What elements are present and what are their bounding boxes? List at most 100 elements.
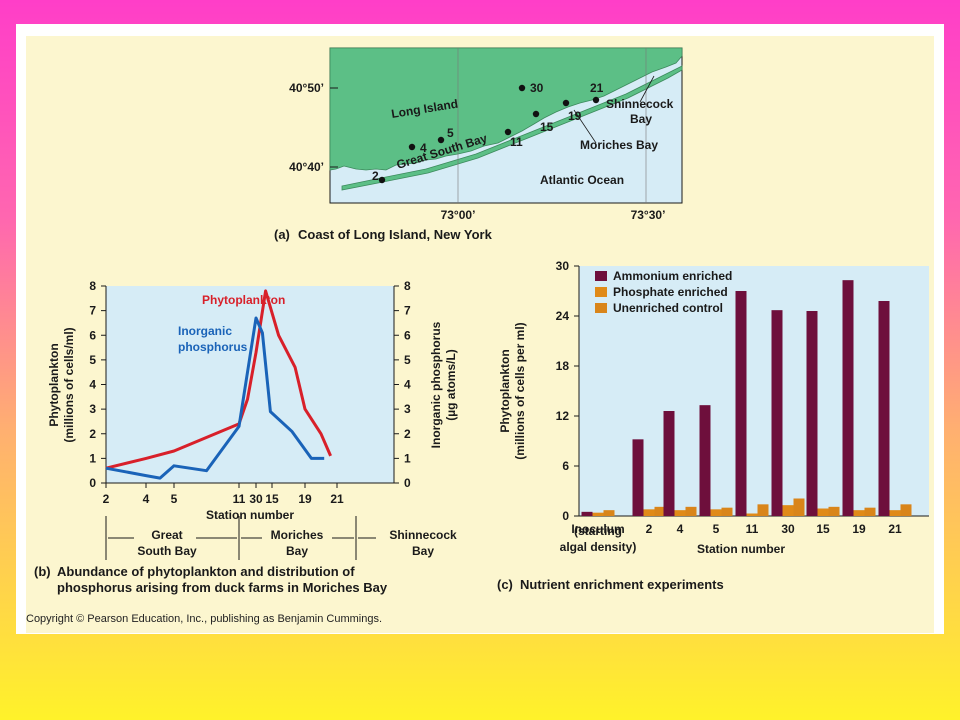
bar-caption-letter: (c) xyxy=(497,577,513,592)
bar-phosphate-30 xyxy=(782,505,794,516)
line-series-phytoplankton xyxy=(105,289,332,470)
line-ytick-label-1: 1 xyxy=(89,451,96,465)
region-brackets xyxy=(105,516,376,560)
line-series-inorganic-phosphorus xyxy=(105,316,325,480)
line-y-label: Phytoplankton xyxy=(47,343,61,426)
line-y2tick-label-7: 7 xyxy=(404,304,411,318)
map-caption-letter: (a) xyxy=(274,227,290,242)
bar-xtick-label-15: 15 xyxy=(816,522,830,536)
line-y2tick-label-4: 4 xyxy=(404,378,411,392)
long-island-landmass xyxy=(329,47,683,171)
line-ytick-label-5: 5 xyxy=(89,353,96,367)
figure-svg: 40°50’ 40°40’ 73°00’ 73°30’ Long Island … xyxy=(34,47,929,595)
map-label-atlantic: Atlantic Ocean xyxy=(540,173,624,187)
bar-control-inoculum xyxy=(603,510,615,516)
region-moriches-bay-2: Bay xyxy=(286,544,308,558)
map-lat-top: 40°50’ xyxy=(289,81,324,95)
line-chart-panel: 0 01 12 23 34 45 56 67 78 82 4 5 11 30 15 19 21 Phytopla… xyxy=(34,279,458,595)
map-lon-left: 73°00’ xyxy=(441,208,476,222)
station-markers: 2 4 5 11 30 15 19 21 xyxy=(372,81,604,184)
line-y2tick-label-3: 3 xyxy=(404,402,411,416)
line-caption-letter: (b) xyxy=(34,564,51,579)
bar-xtick-label-21: 21 xyxy=(888,522,902,536)
line-y2-label-units: (µg atoms/L) xyxy=(444,349,458,421)
bar-phosphate-2 xyxy=(643,509,655,516)
station-label-2: 2 xyxy=(372,169,379,183)
line-x-label: Station number xyxy=(206,508,294,522)
map-label-moriches-bay: Moriches Bay xyxy=(580,138,658,152)
bar-ammonium-5 xyxy=(699,405,711,516)
legend-label-control: Unenriched control xyxy=(613,301,723,315)
bar-control-2 xyxy=(654,506,666,516)
station-dot-30 xyxy=(518,84,526,92)
map-lon-right: 73°30’ xyxy=(631,208,666,222)
bar-ammonium-inoculum xyxy=(581,511,593,516)
bar-xtick-label-11: 11 xyxy=(746,522,759,536)
bar-control-30 xyxy=(793,498,805,516)
map-caption: Coast of Long Island, New York xyxy=(298,227,493,242)
bar-ammonium-2 xyxy=(632,439,644,516)
station-label-4: 4 xyxy=(420,141,427,155)
station-dot-11 xyxy=(504,128,512,136)
bar-ytick-label-24: 24 xyxy=(556,309,570,323)
bar-ytick-label-12: 12 xyxy=(556,409,570,423)
region-shinnecock-bay-2: Bay xyxy=(412,544,434,558)
line-xtick-label-4: 4 xyxy=(143,492,150,506)
legend-label-ammonium: Ammonium enriched xyxy=(613,269,732,283)
bar-y-label: Phytoplankton xyxy=(498,349,512,432)
line-ytick-label-7: 7 xyxy=(89,304,96,318)
bar-ammonium-4 xyxy=(663,411,675,516)
line-xtick-label-30: 30 xyxy=(249,492,263,506)
line-xtick-label-19: 19 xyxy=(298,492,312,506)
bar-x-label: Station number xyxy=(697,542,785,556)
inoculum-note-1: (starting xyxy=(574,524,622,538)
line-ytick-label-6: 6 xyxy=(89,328,96,342)
barrier-island xyxy=(341,65,683,191)
station-label-15: 15 xyxy=(540,120,554,134)
bar-control-5 xyxy=(721,507,733,516)
bar-control-4 xyxy=(685,506,697,516)
series-label-phosphorus-2: phosphorus xyxy=(178,340,248,354)
line-caption-1: Abundance of phytoplankton and distribut… xyxy=(57,564,355,579)
legend-swatch-ammonium xyxy=(595,271,607,281)
bar-phosphate-19 xyxy=(853,510,865,516)
station-dot-19 xyxy=(562,99,570,107)
bar-xtick-label-2: 2 xyxy=(646,522,653,536)
station-label-11: 11 xyxy=(510,135,523,149)
bar-xtick-label-inoculum: Inoculum xyxy=(571,522,624,536)
station-label-19: 19 xyxy=(568,109,582,123)
line-y2tick-label-5: 5 xyxy=(404,353,411,367)
line-xtick-label-21: 21 xyxy=(330,492,344,506)
station-dot-5 xyxy=(437,136,445,144)
bar-ammonium-19 xyxy=(842,280,854,516)
station-dot-15 xyxy=(532,110,540,118)
line-y2tick-label-1: 1 xyxy=(404,451,411,465)
bar-phosphate-inoculum xyxy=(592,512,604,516)
station-label-5: 5 xyxy=(447,126,454,140)
region-moriches-bay-1: Moriches xyxy=(271,528,324,542)
legend-label-phosphate: Phosphate enriched xyxy=(613,285,728,299)
line-xtick-label-5: 5 xyxy=(171,492,178,506)
bar-phosphate-5 xyxy=(710,509,722,516)
series-label-phosphorus-1: Inorganic xyxy=(178,324,232,338)
legend-swatch-control xyxy=(595,303,607,313)
bar-ammonium-21 xyxy=(878,301,890,516)
bar-y-label-units: (millions of cells per ml) xyxy=(513,322,527,459)
bar-ytick-label-18: 18 xyxy=(556,359,570,373)
bar-control-15 xyxy=(828,506,840,516)
bar-control-21 xyxy=(900,504,912,516)
bar-ammonium-30 xyxy=(771,310,783,516)
series-label-phytoplankton: Phytoplankton xyxy=(202,293,285,307)
bar-xtick-label-5: 5 xyxy=(713,522,720,536)
bar-ammonium-15 xyxy=(806,311,818,516)
bar-ytick-label-6: 6 xyxy=(562,459,569,473)
bar-phosphate-11 xyxy=(746,513,758,516)
copyright-notice: Copyright © Pearson Education, Inc., pub… xyxy=(26,613,383,625)
line-y2tick-label-8: 8 xyxy=(404,279,411,293)
region-great-south-bay-2: South Bay xyxy=(137,544,197,558)
line-ytick-label-4: 4 xyxy=(89,378,96,392)
line-ytick-label-3: 3 xyxy=(89,402,96,416)
line-y2tick-label-6: 6 xyxy=(404,328,411,342)
